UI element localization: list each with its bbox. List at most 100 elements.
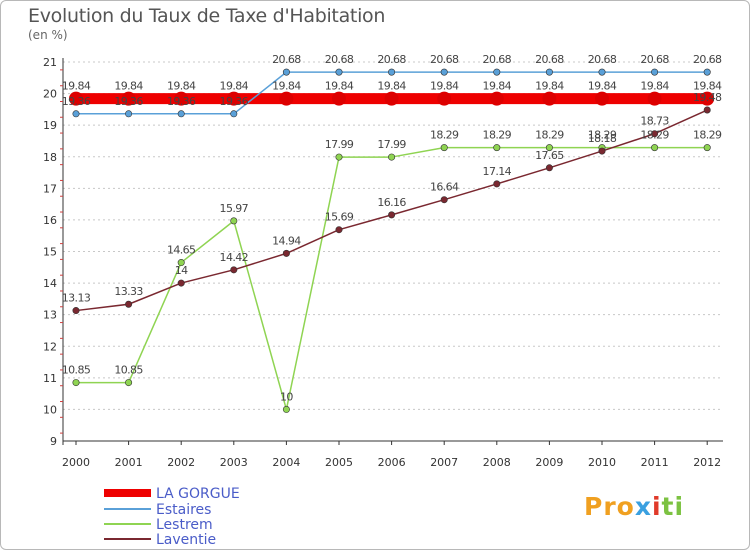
data-label: 19.84 (535, 80, 564, 93)
data-label: 17.99 (325, 138, 354, 151)
x-tick-label: 2003 (220, 456, 248, 469)
series-point (493, 68, 501, 76)
series-point (279, 91, 294, 106)
series-point (335, 226, 343, 234)
y-tick-label: 12 (43, 340, 57, 353)
data-label: 18.73 (640, 115, 669, 128)
series-line (76, 146, 708, 411)
series-point (282, 405, 290, 413)
data-label: 19.84 (640, 80, 669, 93)
series-point (598, 68, 606, 76)
series-point (72, 307, 80, 315)
data-label: 19.36 (62, 95, 91, 108)
x-tick-label: 2000 (62, 456, 90, 469)
series-point (545, 164, 553, 172)
series-point (598, 147, 606, 155)
x-tick-label: 2008 (483, 456, 511, 469)
series-point (651, 68, 659, 76)
data-label: 13.33 (114, 285, 143, 298)
series-point (177, 110, 185, 118)
data-label: 18.29 (588, 129, 617, 142)
data-label: 19.84 (220, 80, 249, 93)
series-point (125, 300, 133, 308)
logo-part-2: x (634, 492, 652, 521)
data-label: 20.68 (483, 53, 512, 66)
y-tick-label: 17 (43, 182, 57, 195)
y-tick-label: 20 (43, 88, 57, 101)
data-label: 13.13 (62, 292, 91, 305)
x-tick-label: 2001 (115, 456, 143, 469)
series-point (651, 130, 659, 138)
data-label: 15.97 (220, 202, 249, 215)
series-point (440, 144, 448, 152)
y-tick-label: 11 (43, 372, 57, 385)
x-tick-label: 2007 (430, 456, 458, 469)
series-point (647, 91, 662, 106)
data-label: 19.84 (377, 80, 406, 93)
series-point (384, 91, 399, 106)
x-tick-label: 2011 (641, 456, 669, 469)
y-tick-label: 19 (43, 119, 57, 132)
data-label: 19.36 (114, 95, 143, 108)
data-label: 20.68 (535, 53, 564, 66)
series-point (282, 249, 290, 257)
data-label: 19.84 (483, 80, 512, 93)
data-label: 16.64 (430, 181, 459, 194)
series-point (335, 153, 343, 161)
series-point (230, 217, 238, 225)
data-label: 15.69 (325, 211, 354, 224)
x-tick-label: 2005 (325, 456, 353, 469)
series-point (440, 196, 448, 204)
series-point (72, 110, 80, 118)
series-point (437, 91, 452, 106)
series-point (69, 91, 83, 106)
proxiti-logo: Proxiti (584, 492, 684, 521)
series-point (174, 91, 189, 106)
data-label: 17.14 (483, 165, 512, 178)
series-point (703, 106, 711, 114)
series-point (230, 266, 238, 274)
series-point (700, 91, 715, 106)
series-point (332, 91, 346, 106)
series-point (335, 68, 343, 76)
series-point (388, 153, 396, 161)
series-point (125, 379, 133, 387)
logo-part-1: Pro (584, 492, 635, 521)
data-label: 19.84 (430, 80, 459, 93)
x-tick-label: 2006 (378, 456, 406, 469)
y-tick-label: 15 (43, 246, 57, 259)
data-label: 17.99 (377, 138, 406, 151)
y-tick-label: 14 (43, 277, 57, 290)
series-point (125, 110, 133, 118)
data-label: 20.68 (272, 53, 301, 66)
data-label: 10.85 (114, 364, 143, 377)
data-label: 20.68 (377, 53, 406, 66)
series-point (440, 68, 448, 76)
y-tick-label: 16 (43, 214, 57, 227)
y-tick-label: 9 (50, 435, 57, 448)
data-label: 19.84 (167, 80, 196, 93)
series-point (703, 68, 711, 76)
y-tick-label: 10 (43, 403, 57, 416)
series-point (226, 91, 241, 106)
y-tick-label: 13 (43, 309, 57, 322)
series-point (489, 91, 504, 106)
data-label: 20.68 (325, 53, 354, 66)
chart-unit: (en %) (28, 28, 68, 42)
data-label: 19.84 (272, 80, 301, 93)
data-label: 18.29 (430, 129, 459, 142)
series-point (493, 144, 501, 152)
series-point (177, 259, 185, 267)
data-label: 14.42 (220, 251, 249, 264)
series-point (545, 68, 553, 76)
legend-label: Lestrem (156, 517, 213, 533)
x-tick-label: 2009 (535, 456, 563, 469)
data-label: 18.29 (535, 129, 564, 142)
data-label: 18.18 (588, 132, 617, 145)
legend-label: Estaires (156, 502, 211, 518)
y-tick-label: 21 (43, 56, 57, 69)
series-point (493, 180, 501, 188)
x-tick-label: 2012 (693, 456, 721, 469)
data-label: 20.68 (588, 53, 617, 66)
series-point (595, 91, 609, 106)
